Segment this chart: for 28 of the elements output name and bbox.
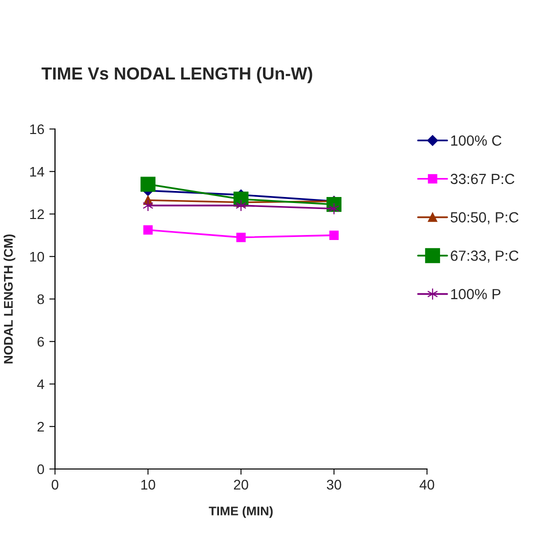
point (142, 199, 154, 212)
y-tick-label: 0 (37, 464, 44, 474)
y-tick-label: 12 (30, 209, 44, 220)
point (236, 199, 246, 212)
chart-title: TIME Vs NODAL LENGTH (Un-W) (42, 66, 312, 84)
y-tick-label: 6 (38, 336, 44, 347)
y-tick-label: 8 (37, 294, 44, 304)
point (143, 225, 153, 235)
y-tick-label: 14 (30, 166, 44, 177)
legend-label: 100% C (451, 135, 502, 146)
point (236, 232, 246, 242)
x-tick-label: 0 (52, 480, 58, 490)
legend-label: 33:67 P:C (450, 174, 514, 184)
y-tick-label: 2 (38, 422, 44, 432)
x-tick-label: 30 (326, 480, 342, 490)
legend-label: 100% P (451, 288, 500, 300)
y-tick-label: 16 (30, 124, 44, 134)
y-tick-label: 4 (37, 379, 44, 390)
legend-label: 67:33, P:C (450, 250, 518, 263)
x-tick-label: 20 (234, 480, 248, 490)
y-axis-title: NODAL LENGTH (CM) (4, 234, 16, 364)
x-tick-label: 40 (420, 480, 434, 490)
x-axis-title: TIME (MIN) (208, 506, 273, 518)
x-tick-label: 10 (141, 480, 156, 490)
legend-label: 50:50, P:C (450, 212, 518, 224)
point (140, 176, 156, 192)
point (329, 230, 339, 240)
y-tick-label: 10 (30, 252, 44, 262)
